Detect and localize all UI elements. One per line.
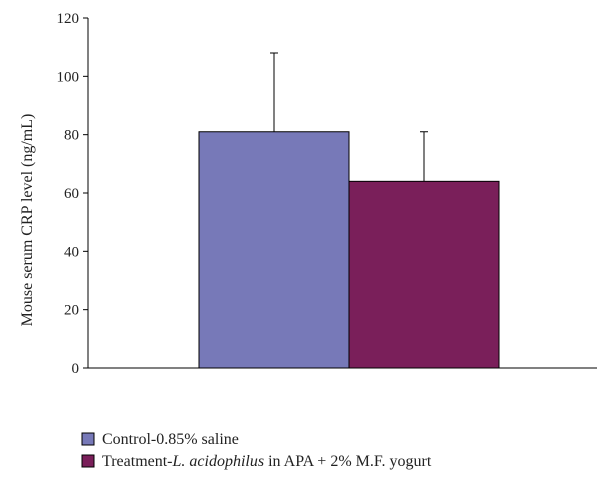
y-tick-label: 60 xyxy=(64,186,79,202)
y-tick-label: 80 xyxy=(64,128,79,144)
y-tick-label: 0 xyxy=(72,361,80,377)
y-tick-label: 100 xyxy=(57,69,80,85)
legend-swatch xyxy=(81,432,95,446)
legend-swatch xyxy=(81,454,95,468)
y-tick-label: 40 xyxy=(64,244,79,260)
axes xyxy=(87,18,597,369)
y-axis-title: Mouse serum CRP level (ng/mL) xyxy=(19,114,36,327)
y-tick-label: 20 xyxy=(64,303,79,319)
bar xyxy=(198,131,350,369)
bars xyxy=(198,52,500,369)
legend: Control-0.85% saline Treatment-L. acidoph… xyxy=(81,431,432,470)
legend-label: Control-0.85% saline xyxy=(102,431,239,448)
legend-label: Treatment-L. acidophilus in APA + 2% M.F… xyxy=(102,453,432,470)
bar xyxy=(348,180,500,369)
y-axis-ticks: 0 20 40 60 80 100 120 xyxy=(57,11,88,377)
y-tick-label: 120 xyxy=(57,11,80,27)
